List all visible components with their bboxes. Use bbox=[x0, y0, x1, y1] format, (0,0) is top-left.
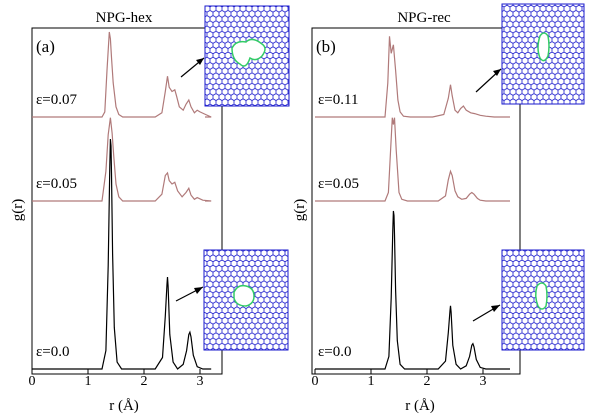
pore-shape bbox=[231, 38, 266, 67]
panel-a-label: (a) bbox=[36, 37, 55, 56]
panel-a-title: NPG-hex bbox=[96, 10, 153, 26]
series-label: ε=0.0 bbox=[318, 344, 352, 360]
x-tick-label: 3 bbox=[480, 374, 487, 389]
x-tick-label: 2 bbox=[424, 374, 431, 389]
panel-b-inset-bottom bbox=[501, 249, 585, 351]
panel-a-plot: ε=0.07 ε=0.05 ε=0.0 bbox=[32, 31, 212, 370]
panel-a-xticks: 0 1 2 3 bbox=[29, 369, 204, 389]
x-tick-label: 0 bbox=[29, 374, 36, 389]
panel-b-ylabel: g(r) bbox=[292, 199, 308, 222]
panel-b-inset-top bbox=[501, 3, 585, 105]
series-label: ε=0.05 bbox=[36, 176, 77, 192]
series-line bbox=[32, 117, 212, 202]
panel-b-plot: ε=0.11 ε=0.05 ε=0.0 bbox=[315, 36, 510, 370]
pore-shape bbox=[233, 284, 255, 307]
series-line bbox=[315, 117, 510, 202]
panel-b-xticks: 0 1 2 3 bbox=[312, 369, 487, 389]
series-label: ε=0.05 bbox=[318, 176, 359, 192]
series-label: ε=0.0 bbox=[36, 344, 70, 360]
panel-a-ylabel: g(r) bbox=[10, 199, 26, 222]
panel-b: NPG-rec (b) ε=0.11 ε=0.05 ε=0.0 0 1 2 3 r (Å)… bbox=[292, 3, 585, 414]
panel-b-title: NPG-rec bbox=[397, 10, 451, 26]
panel-a: NPG-hex (a) ε=0.07 ε=0.05 ε=0.0 0 1 2 3 r (Å)… bbox=[10, 5, 290, 414]
panel-b-label: (b) bbox=[316, 37, 336, 56]
pore-shape bbox=[537, 32, 550, 62]
pointer-arrowhead bbox=[493, 69, 501, 76]
panel-a-xlabel: r (Å) bbox=[109, 398, 139, 414]
x-tick-label: 0 bbox=[312, 374, 319, 389]
panel-a-inset-bottom bbox=[203, 249, 289, 351]
series-label: ε=0.11 bbox=[318, 92, 358, 108]
series-line bbox=[32, 138, 212, 370]
pointer-arrowhead bbox=[196, 58, 204, 65]
x-tick-label: 1 bbox=[85, 374, 92, 389]
series-label: ε=0.07 bbox=[36, 92, 78, 108]
panel-a-inset-top bbox=[204, 5, 290, 107]
series-line bbox=[315, 210, 510, 370]
x-tick-label: 1 bbox=[368, 374, 375, 389]
pointer-arrowhead bbox=[194, 287, 203, 294]
panel-b-xlabel: r (Å) bbox=[405, 398, 435, 414]
x-tick-label: 2 bbox=[141, 374, 148, 389]
series-line bbox=[315, 36, 510, 118]
series-line bbox=[32, 31, 212, 118]
pore-shape bbox=[534, 282, 548, 310]
pointer-arrowhead bbox=[491, 305, 500, 312]
x-tick-label: 3 bbox=[197, 374, 204, 389]
panel-b-frame bbox=[311, 27, 521, 375]
